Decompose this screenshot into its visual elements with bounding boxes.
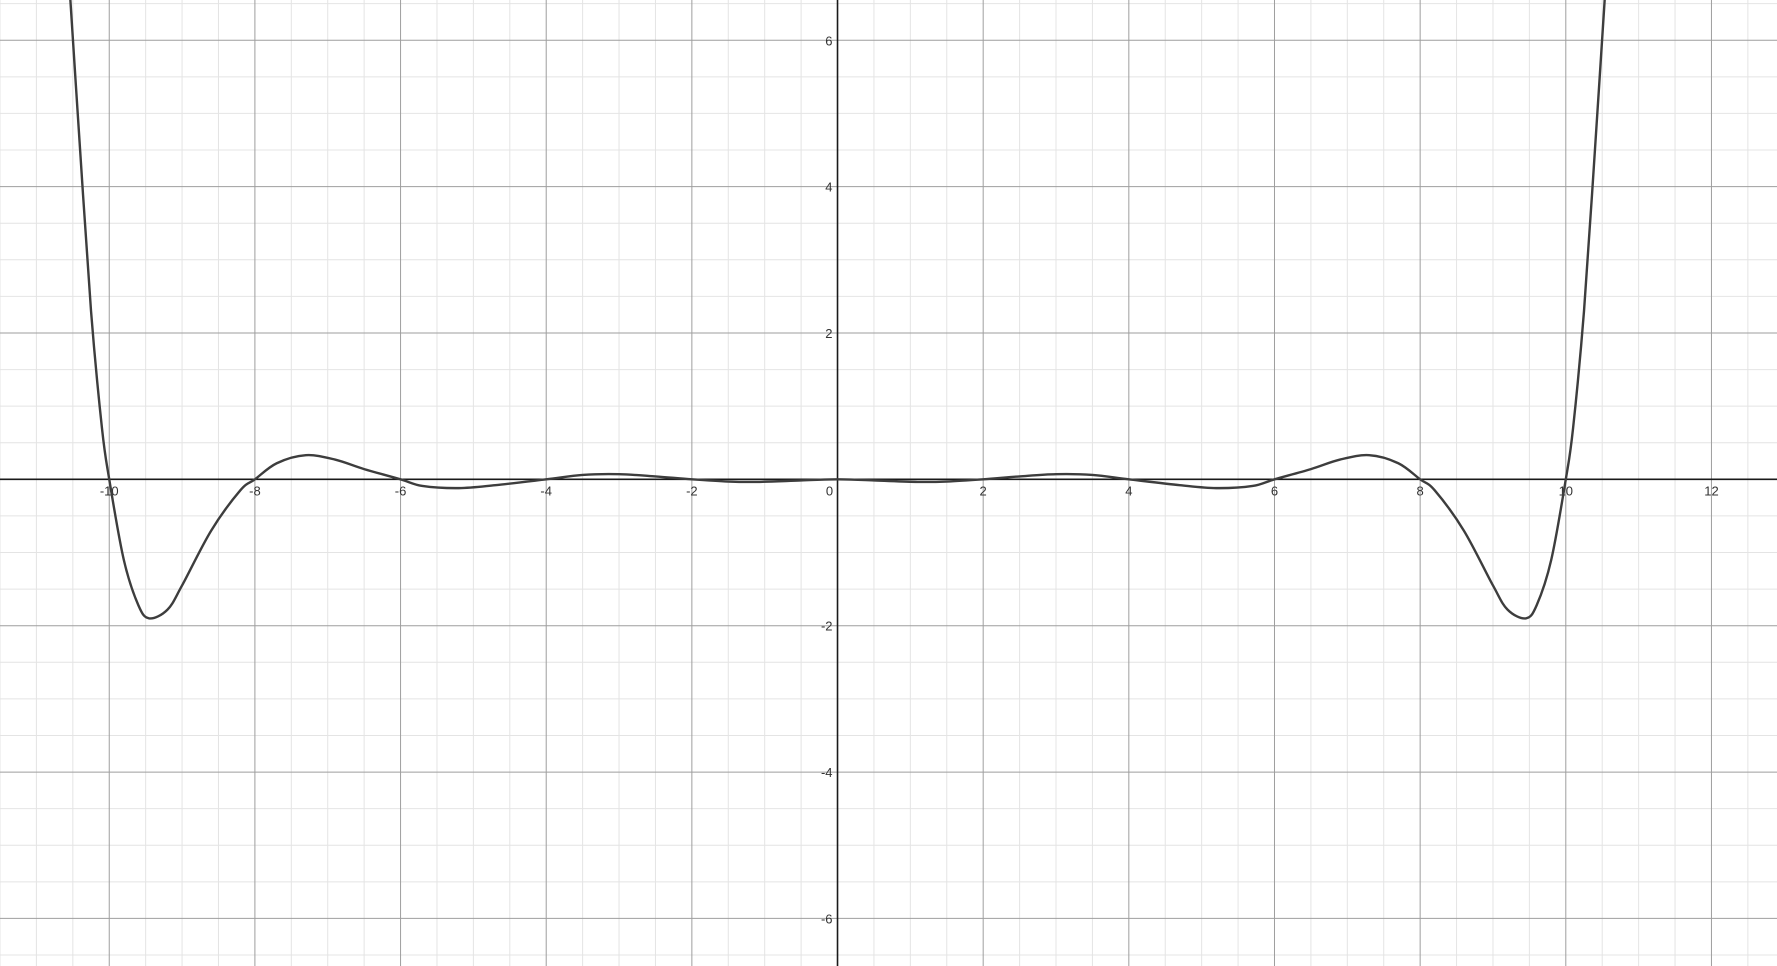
y-tick-label: 6 xyxy=(825,33,832,48)
y-tick-label: -4 xyxy=(821,765,833,780)
x-tick-label: -10 xyxy=(100,483,119,498)
x-tick-label: 2 xyxy=(980,483,987,498)
y-tick-label: -6 xyxy=(821,911,833,926)
curves xyxy=(69,0,1606,620)
x-tick-label: 8 xyxy=(1417,483,1424,498)
x-tick-label: 12 xyxy=(1704,483,1718,498)
function-curve[interactable] xyxy=(69,0,1606,620)
y-tick-label: 2 xyxy=(825,326,832,341)
x-tick-label: -2 xyxy=(686,483,698,498)
x-tick-label: 6 xyxy=(1271,483,1278,498)
y-tick-label: -2 xyxy=(821,619,833,634)
x-tick-label: 0 xyxy=(826,483,833,498)
x-tick-label: 4 xyxy=(1125,483,1132,498)
x-tick-label: -8 xyxy=(249,483,261,498)
x-tick-label: -6 xyxy=(395,483,407,498)
x-tick-label: -4 xyxy=(540,483,552,498)
y-tick-label: 4 xyxy=(825,180,832,195)
